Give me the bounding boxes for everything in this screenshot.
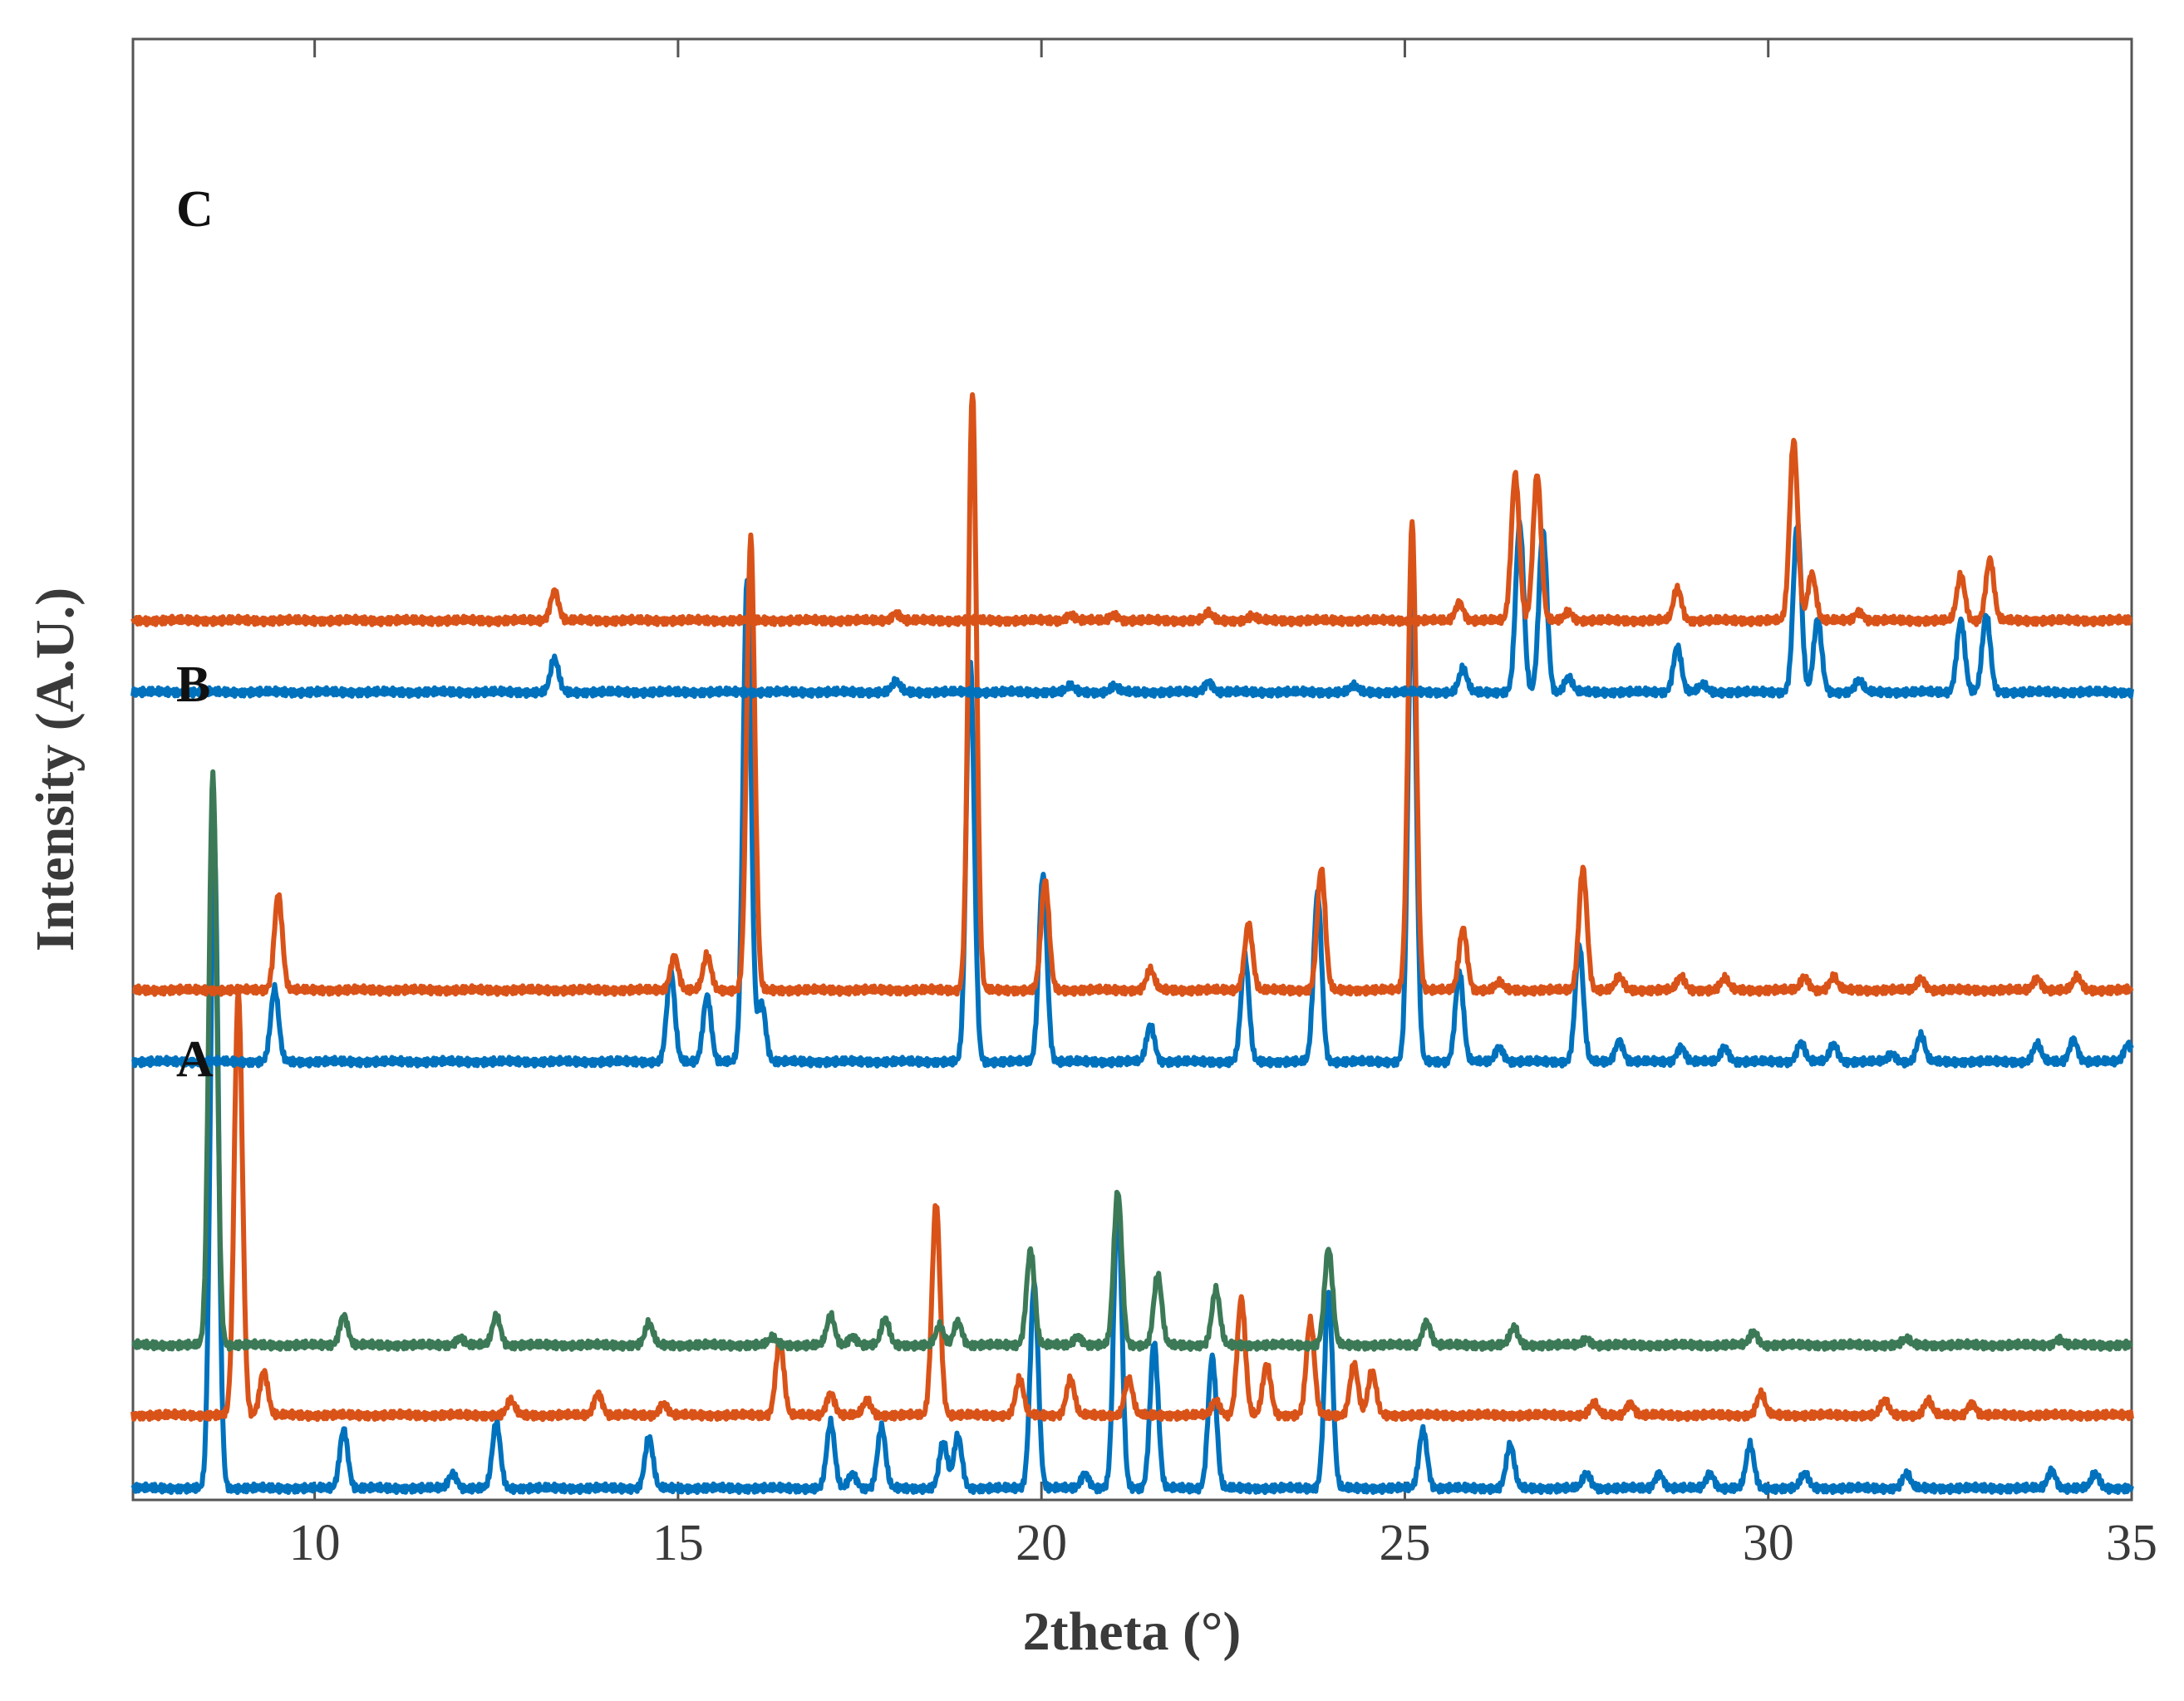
- series-layer: [130, 392, 2134, 1496]
- series-line-b-4: [131, 392, 2134, 997]
- y-axis-title: Intensity (A.U.): [25, 587, 86, 951]
- series-line-b-3: [131, 578, 2134, 1069]
- x-tick-label-25: 25: [1379, 1515, 1430, 1571]
- labels-layer: C B A: [176, 181, 214, 1088]
- x-tick-label-15: 15: [652, 1515, 704, 1571]
- series-line-a-1: [130, 987, 2134, 1423]
- panel-label-a: A: [176, 1031, 214, 1088]
- panel-label-c: C: [176, 181, 214, 238]
- x-tick-label-20: 20: [1016, 1515, 1067, 1571]
- series-line-a-2: [131, 769, 2133, 1352]
- series-line-c-6: [130, 437, 2133, 627]
- plot-frame: [131, 37, 2133, 1502]
- ticks-layer: 10 15 20 25 30 35: [289, 39, 2157, 1571]
- panel-label-b: B: [176, 656, 210, 713]
- series-line-a-0: [130, 843, 2134, 1496]
- x-tick-label-10: 10: [289, 1515, 341, 1571]
- x-axis-title: 2theta (°): [1023, 1601, 1242, 1662]
- x-tick-label-30: 30: [1743, 1515, 1794, 1571]
- x-tick-label-35: 35: [2106, 1515, 2157, 1571]
